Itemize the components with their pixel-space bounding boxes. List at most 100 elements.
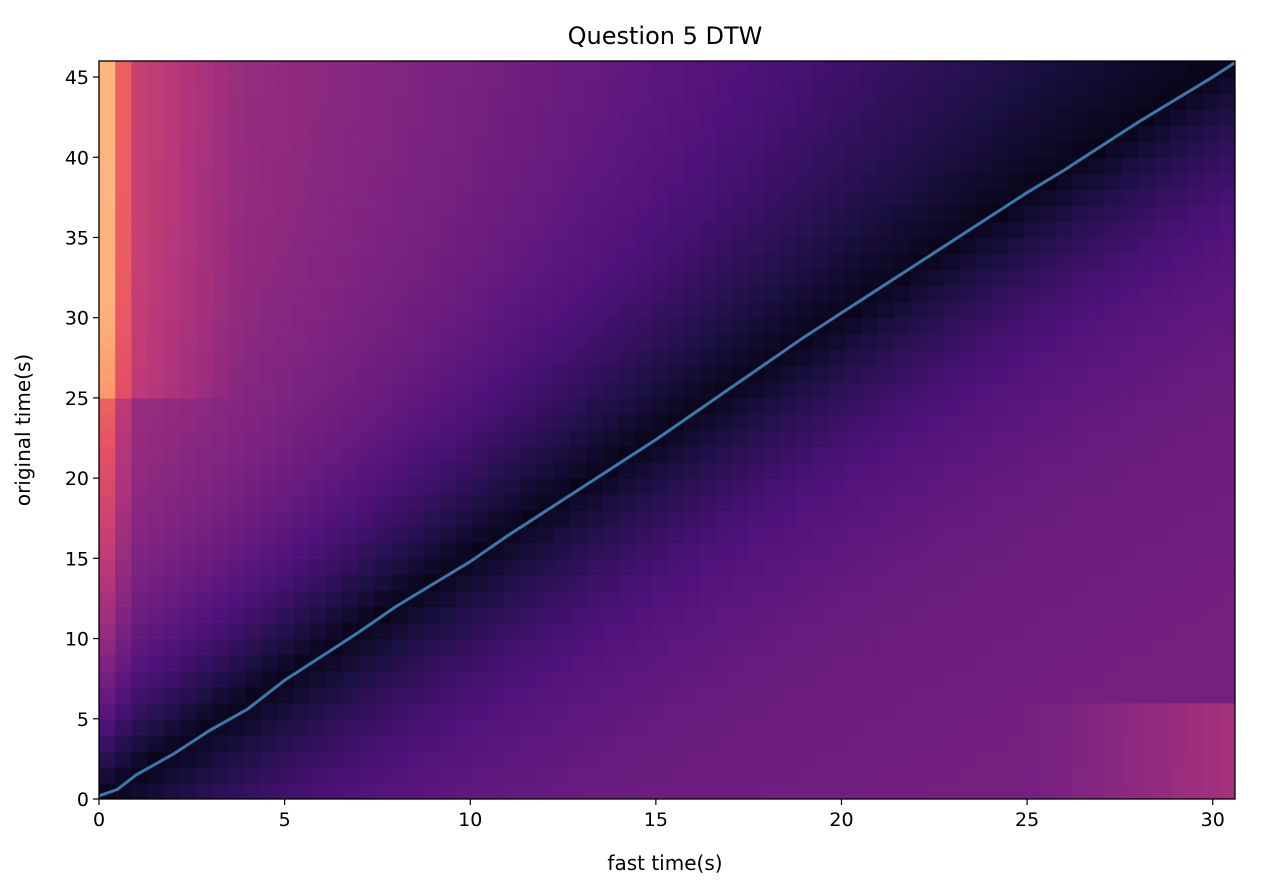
heatmap-cell — [683, 237, 701, 255]
heatmap-cell — [585, 301, 603, 319]
heatmap-cell — [845, 349, 863, 367]
heatmap-cell — [131, 574, 149, 592]
heatmap-cell — [212, 237, 230, 255]
heatmap-cell — [1007, 109, 1025, 126]
heatmap-cell — [277, 686, 295, 704]
heatmap-cell — [991, 766, 1009, 784]
heatmap-cell — [1056, 638, 1074, 656]
heatmap-cell — [1218, 526, 1235, 543]
heatmap-cell — [959, 285, 976, 303]
heatmap-cell — [472, 446, 490, 463]
heatmap-cell — [1170, 141, 1187, 158]
heatmap-cell — [634, 766, 652, 784]
heatmap-cell — [1202, 718, 1220, 736]
heatmap-cell — [228, 397, 246, 415]
heatmap-cell — [650, 670, 668, 688]
heatmap-cell — [942, 93, 960, 110]
heatmap-cell — [845, 157, 863, 174]
heatmap-cell — [1218, 750, 1235, 768]
heatmap-cell — [537, 446, 554, 463]
heatmap-cell — [180, 638, 197, 656]
heatmap-cell — [131, 269, 149, 287]
heatmap-cell — [147, 510, 165, 527]
heatmap-cell — [1040, 397, 1058, 415]
heatmap-cell — [634, 670, 652, 688]
heatmap-cell — [358, 782, 376, 799]
heatmap-cell — [618, 333, 636, 351]
heatmap-cell — [715, 670, 733, 688]
heatmap-cell — [488, 93, 506, 110]
heatmap-cell — [650, 638, 668, 656]
heatmap-cell — [309, 93, 327, 110]
heatmap-cell — [991, 574, 1009, 592]
heatmap-cell — [163, 750, 181, 768]
heatmap-cell — [991, 349, 1009, 367]
heatmap-cell — [1088, 782, 1106, 799]
heatmap-cell — [926, 269, 944, 287]
heatmap-cell — [650, 718, 668, 736]
heatmap-cell — [796, 782, 814, 799]
heatmap-cell — [342, 702, 360, 720]
heatmap-cell — [261, 301, 279, 319]
heatmap-cell — [829, 622, 847, 640]
heatmap-cell — [326, 478, 344, 495]
heatmap-cell — [180, 333, 197, 351]
heatmap-cell — [180, 606, 197, 624]
heatmap-cell — [715, 750, 733, 768]
heatmap-cell — [813, 510, 830, 527]
heatmap-cell — [877, 205, 895, 223]
heatmap-cell — [1007, 317, 1025, 335]
heatmap-cell — [602, 125, 619, 142]
heatmap-cell — [1137, 494, 1155, 511]
heatmap-cell — [975, 510, 993, 527]
heatmap-cell — [991, 237, 1009, 255]
heatmap-cell — [520, 349, 538, 367]
heatmap-cell — [845, 381, 863, 399]
heatmap-cell — [796, 349, 814, 367]
heatmap-cell — [1170, 349, 1187, 367]
heatmap-cell — [1056, 542, 1074, 559]
heatmap-cell — [1024, 397, 1041, 415]
heatmap-cell — [780, 766, 798, 784]
heatmap-cell — [861, 750, 879, 768]
heatmap-cell — [1040, 478, 1058, 495]
heatmap-cell — [829, 590, 847, 608]
heatmap-cell — [163, 670, 181, 688]
heatmap-cell — [391, 606, 408, 624]
heatmap-cell — [731, 734, 749, 752]
heatmap-cell — [1040, 430, 1058, 447]
heatmap-cell — [163, 542, 181, 559]
heatmap-cell — [748, 301, 765, 319]
heatmap-cell — [504, 109, 522, 126]
heatmap-cell — [553, 686, 571, 704]
heatmap-cell — [926, 189, 944, 206]
heatmap-cell — [699, 221, 717, 239]
heatmap-cell — [99, 125, 116, 142]
heatmap-cell — [748, 622, 765, 640]
heatmap-cell — [683, 365, 701, 383]
heatmap-cell — [423, 221, 441, 239]
heatmap-cell — [99, 494, 116, 511]
heatmap-cell — [926, 253, 944, 271]
x-tick-label: 25 — [1015, 809, 1039, 831]
heatmap-cell — [342, 478, 360, 495]
heatmap-cell — [1186, 638, 1204, 656]
heatmap-cell — [245, 590, 262, 608]
heatmap-cell — [537, 221, 554, 239]
heatmap-cell — [942, 782, 960, 799]
heatmap-cell — [959, 269, 976, 287]
heatmap-cell — [423, 638, 441, 656]
heatmap-cell — [813, 125, 830, 142]
heatmap-cell — [796, 61, 814, 78]
heatmap-cell — [1170, 670, 1187, 688]
heatmap-cell — [423, 317, 441, 335]
heatmap-cell — [1186, 430, 1204, 447]
heatmap-cell — [520, 317, 538, 335]
heatmap-cell — [1170, 189, 1187, 206]
heatmap-cell — [1024, 430, 1041, 447]
heatmap-cell — [1186, 734, 1204, 752]
heatmap-cell — [731, 317, 749, 335]
heatmap-cell — [845, 77, 863, 94]
heatmap-cell — [764, 574, 782, 592]
heatmap-cell — [358, 478, 376, 495]
